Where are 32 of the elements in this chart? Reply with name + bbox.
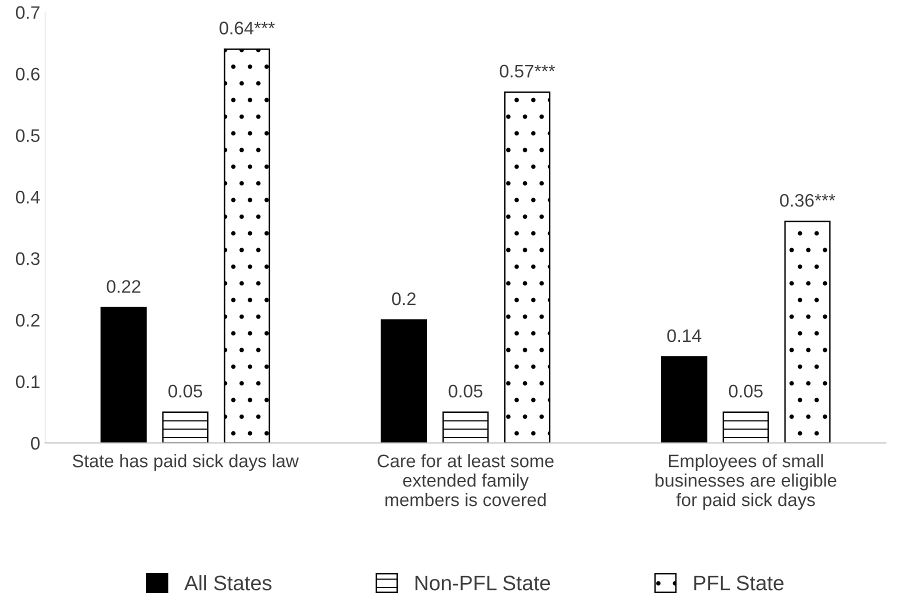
data-label: 0.64*** bbox=[220, 22, 275, 34]
bar bbox=[380, 319, 428, 443]
data-label: 0.05 bbox=[448, 384, 482, 398]
x-tick-label: Care for at least some extended family members is covered bbox=[378, 454, 554, 506]
y-tick-label: 0.4 bbox=[16, 190, 40, 204]
bar bbox=[661, 356, 708, 443]
bar bbox=[162, 412, 208, 443]
legend-label: PFL State bbox=[694, 576, 784, 590]
data-label: 0.57*** bbox=[500, 64, 556, 78]
y-tick-label: 0 bbox=[31, 436, 40, 450]
bar bbox=[100, 306, 147, 443]
y-tick-label: 0.6 bbox=[16, 68, 40, 80]
data-label: 0.2 bbox=[392, 292, 416, 306]
bar bbox=[784, 220, 831, 443]
data-label: 0.05 bbox=[728, 384, 763, 398]
bar bbox=[722, 412, 769, 443]
data-label: 0.22 bbox=[106, 280, 140, 293]
data-label: 0.14 bbox=[667, 329, 702, 342]
bar bbox=[224, 48, 270, 443]
data-label: 0.05 bbox=[168, 384, 202, 398]
y-tick-label: 0.2 bbox=[16, 314, 40, 327]
x-tick-label: State has paid sick days law bbox=[72, 454, 299, 471]
x-tick-label: Employees of small businesses are eligible for paid sick days bbox=[656, 454, 836, 510]
y-tick-label: 0.5 bbox=[16, 129, 40, 142]
legend-label: Non-PFL State bbox=[416, 576, 550, 590]
legend-label: All States bbox=[184, 575, 272, 590]
y-tick-label: 0.3 bbox=[16, 252, 40, 266]
bar bbox=[442, 412, 489, 443]
data-label: 0.36*** bbox=[780, 194, 836, 207]
y-tick-label: 0.1 bbox=[16, 375, 40, 388]
y-tick-label: 0.7 bbox=[16, 6, 40, 19]
bar bbox=[504, 92, 550, 443]
